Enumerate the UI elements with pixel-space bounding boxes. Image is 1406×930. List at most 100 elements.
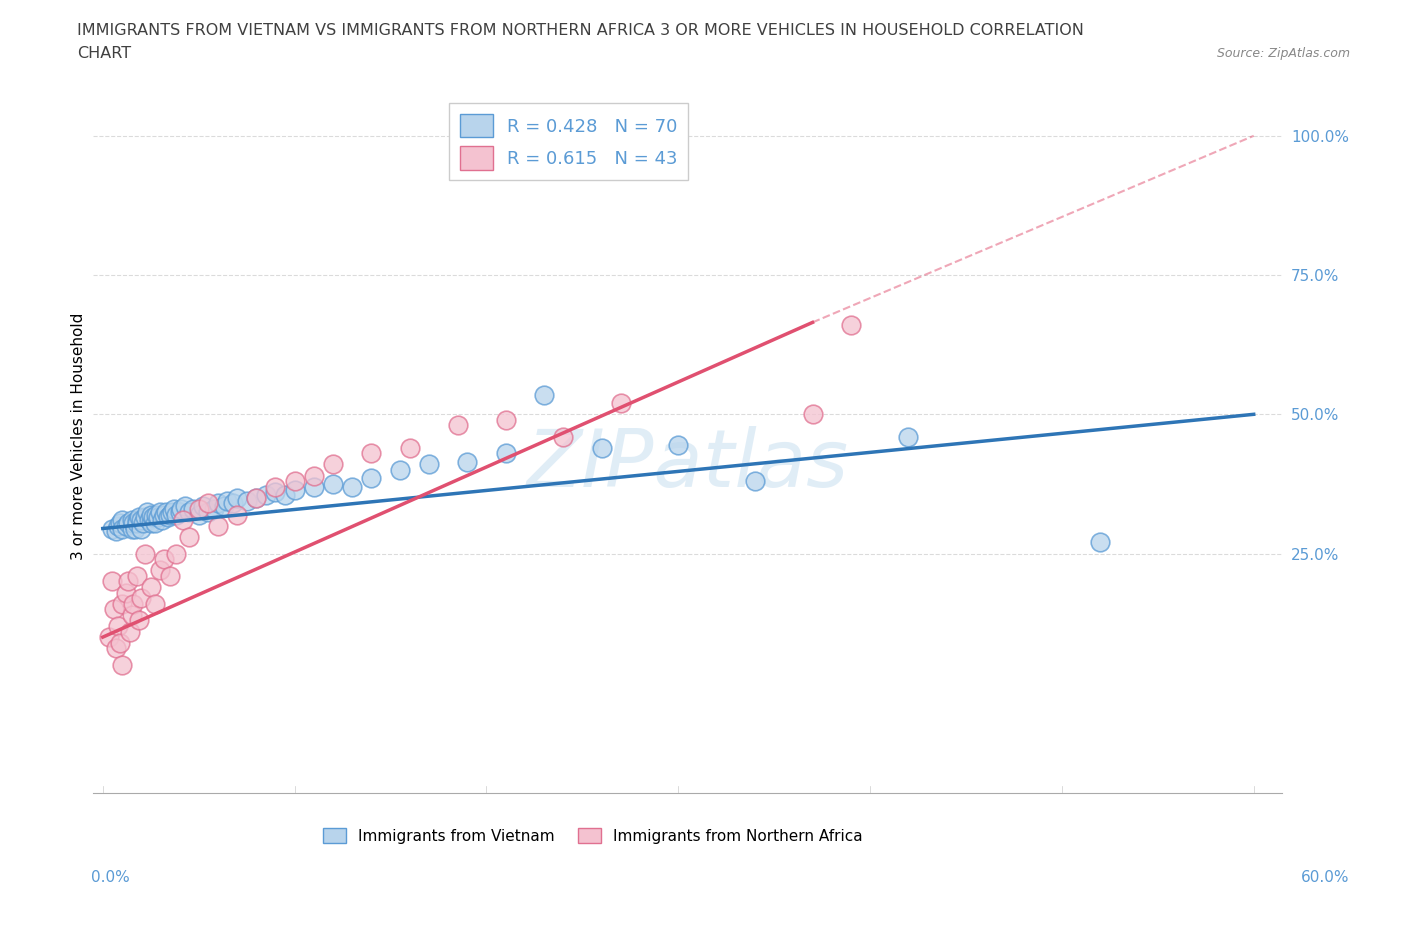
Point xyxy=(264,479,287,494)
Point xyxy=(302,479,325,494)
Point xyxy=(245,490,267,505)
Text: Source: ZipAtlas.com: Source: ZipAtlas.com xyxy=(1216,46,1350,60)
Point xyxy=(284,482,307,497)
Legend: Immigrants from Vietnam, Immigrants from Northern Africa: Immigrants from Vietnam, Immigrants from… xyxy=(316,821,869,850)
Point xyxy=(132,515,155,530)
Point xyxy=(187,507,209,522)
Point xyxy=(149,504,172,519)
Point xyxy=(322,457,344,472)
Point xyxy=(495,412,517,427)
Point xyxy=(191,498,214,513)
Point xyxy=(801,406,824,421)
Text: IMMIGRANTS FROM VIETNAM VS IMMIGRANTS FROM NORTHERN AFRICA 3 OR MORE VEHICLES IN: IMMIGRANTS FROM VIETNAM VS IMMIGRANTS FR… xyxy=(77,23,1084,38)
Point xyxy=(169,504,191,519)
Point xyxy=(111,596,134,611)
Point xyxy=(114,518,136,533)
Point xyxy=(101,521,124,536)
Y-axis label: 3 or more Vehicles in Household: 3 or more Vehicles in Household xyxy=(72,312,86,560)
Text: ZIPatlas: ZIPatlas xyxy=(527,426,849,504)
Point xyxy=(128,510,150,525)
Point xyxy=(174,498,197,513)
Point xyxy=(245,490,267,505)
Point xyxy=(226,507,249,522)
Point xyxy=(118,624,141,639)
Point xyxy=(150,512,173,527)
Point xyxy=(156,510,179,525)
Point xyxy=(553,429,575,444)
Point xyxy=(117,574,139,589)
Point xyxy=(149,563,172,578)
Point xyxy=(122,515,145,530)
Point xyxy=(159,507,181,522)
Point xyxy=(254,487,277,502)
Point xyxy=(197,504,219,519)
Point xyxy=(111,658,134,672)
Text: 60.0%: 60.0% xyxy=(1302,870,1350,884)
Point xyxy=(340,479,363,494)
Point xyxy=(187,501,209,516)
Point xyxy=(121,512,143,527)
Point xyxy=(153,507,176,522)
Point xyxy=(172,512,194,527)
Point xyxy=(212,498,235,513)
Point xyxy=(108,515,131,530)
Point xyxy=(222,496,245,511)
Point xyxy=(744,473,766,488)
Point xyxy=(139,507,162,522)
Point xyxy=(181,501,204,516)
Point xyxy=(124,521,146,536)
Point xyxy=(108,635,131,650)
Point xyxy=(129,591,152,605)
Point xyxy=(155,504,177,519)
Point xyxy=(177,504,200,519)
Point xyxy=(145,507,167,522)
Point xyxy=(159,568,181,583)
Point xyxy=(591,440,613,455)
Point xyxy=(360,445,382,460)
Point xyxy=(105,524,128,538)
Point xyxy=(107,618,129,633)
Point xyxy=(235,493,257,508)
Point xyxy=(360,471,382,485)
Point xyxy=(226,490,249,505)
Point xyxy=(139,579,162,594)
Point xyxy=(134,546,156,561)
Point xyxy=(143,596,166,611)
Point xyxy=(302,468,325,483)
Point xyxy=(138,512,160,527)
Point xyxy=(456,454,478,469)
Point xyxy=(609,396,631,411)
Point xyxy=(666,437,689,452)
Point xyxy=(389,462,412,477)
Point xyxy=(398,440,420,455)
Point xyxy=(418,457,440,472)
Text: CHART: CHART xyxy=(77,46,131,61)
Point xyxy=(533,388,555,403)
Point xyxy=(121,607,143,622)
Point xyxy=(101,574,124,589)
Point xyxy=(177,529,200,544)
Point xyxy=(160,504,183,519)
Point xyxy=(111,512,134,527)
Text: 0.0%: 0.0% xyxy=(91,870,131,884)
Point xyxy=(105,641,128,656)
Point xyxy=(127,568,149,583)
Point xyxy=(142,510,165,525)
Point xyxy=(446,418,468,432)
Point xyxy=(1090,535,1112,550)
Point xyxy=(121,521,143,536)
Point xyxy=(127,515,149,530)
Point xyxy=(111,521,134,536)
Point xyxy=(139,515,162,530)
Point xyxy=(1339,201,1361,216)
Point xyxy=(107,518,129,533)
Point xyxy=(207,518,229,533)
Point xyxy=(134,510,156,525)
Point xyxy=(143,515,166,530)
Point xyxy=(284,473,307,488)
Point xyxy=(197,496,219,511)
Point xyxy=(153,551,176,566)
Point xyxy=(135,504,157,519)
Point xyxy=(163,501,186,516)
Point xyxy=(839,318,862,333)
